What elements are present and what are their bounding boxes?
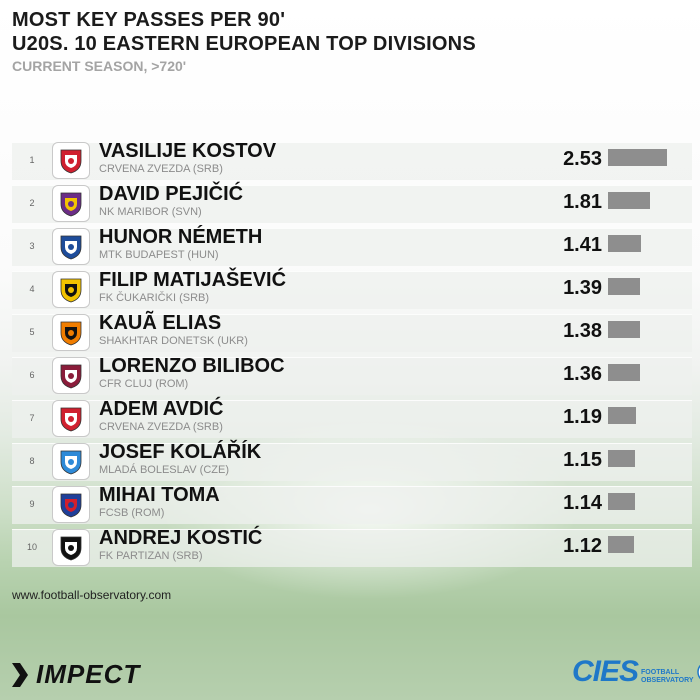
table-row: 1 VASILIJE KOSTOV CRVENA ZVEZDA (SRB) 2.53 — [12, 139, 692, 182]
rank-number: 2 — [29, 198, 35, 208]
data-label: 2.53 — [563, 148, 602, 170]
data-label: 1.15 — [563, 449, 602, 471]
club-name: MTK BUDAPEST (HUN) — [99, 249, 219, 261]
data-label: 1.41 — [563, 234, 602, 256]
table-row: 9 MIHAI TOMA FCSB (ROM) 1.14 — [12, 483, 692, 526]
club-name: MLADÁ BOLESLAV (CZE) — [99, 464, 229, 476]
rank-number: 6 — [29, 370, 35, 380]
rank-number: 8 — [29, 456, 35, 466]
cies-sub-line-2: OBSERVATORY — [641, 677, 694, 684]
row-background — [12, 443, 692, 481]
data-label: 1.36 — [563, 363, 602, 385]
chart-title-line-1: MOST KEY PASSES PER 90' — [12, 9, 286, 31]
bar — [608, 278, 640, 295]
club-name: FK PARTIZAN (SRB) — [99, 550, 203, 562]
bar — [608, 536, 634, 553]
data-label: 1.14 — [563, 492, 602, 514]
table-row: 4 FILIP MATIJAŠEVIĆ FK ČUKARIČKI (SRB) 1.39 — [12, 268, 692, 311]
ranking-table: 1 VASILIJE KOSTOV CRVENA ZVEZDA (SRB) 2.53 2… — [12, 139, 692, 569]
row-background — [12, 314, 692, 352]
impect-wordmark: IMPECT — [36, 659, 141, 689]
club-name: CRVENA ZVEZDA (SRB) — [99, 163, 223, 175]
bar — [608, 450, 635, 467]
row-background — [12, 529, 692, 567]
rank-number: 3 — [29, 241, 35, 251]
bar — [608, 149, 667, 166]
player-name: DAVID PEJIČIĆ — [99, 183, 244, 205]
data-label: 1.12 — [563, 535, 602, 557]
table-row: 2 DAVID PEJIČIĆ NK MARIBOR (SVN) 1.81 — [12, 182, 692, 225]
data-label: 1.81 — [563, 191, 602, 213]
soccer-ball-icon — [696, 664, 700, 680]
club-name: CRVENA ZVEZDA (SRB) — [99, 421, 223, 433]
partizan-crest-icon — [52, 529, 90, 566]
table-row: 10 ANDREJ KOSTIĆ FK PARTIZAN (SRB) 1.12 — [12, 526, 692, 569]
player-name: KAUÃ ELIAS — [99, 312, 222, 334]
club-name: CFR CLUJ (ROM) — [99, 378, 189, 390]
crvena-zvezda-crest-icon — [52, 142, 90, 179]
club-name: NK MARIBOR (SVN) — [99, 206, 202, 218]
club-name: SHAKHTAR DONETSK (UKR) — [99, 335, 248, 347]
cies-wordmark: CIES — [572, 655, 639, 688]
impect-mark-icon — [12, 662, 28, 687]
cukaricki-crest-icon — [52, 271, 90, 308]
bar — [608, 192, 650, 209]
player-name: ADEM AVDIĆ — [99, 398, 224, 420]
row-background — [12, 271, 692, 309]
row-background — [12, 142, 692, 180]
rank-number: 10 — [26, 542, 37, 552]
rank-number: 9 — [29, 499, 35, 509]
cies-logo: CIES FOOTBALL OBSERVATORY — [572, 655, 700, 689]
bar — [608, 364, 640, 381]
row-background — [12, 486, 692, 524]
player-name: HUNOR NÉMETH — [99, 226, 263, 248]
bar — [608, 493, 635, 510]
bar — [608, 321, 640, 338]
player-name: JOSEF KOLÁŘÍK — [99, 441, 262, 463]
impect-logo: IMPECT — [10, 659, 140, 690]
bar — [608, 235, 641, 252]
table-row: 7 ADEM AVDIĆ CRVENA ZVEZDA (SRB) 1.19 — [12, 397, 692, 440]
cies-subtext: FOOTBALL OBSERVATORY — [641, 669, 694, 685]
club-name: FCSB (ROM) — [99, 507, 165, 519]
fcsb-crest-icon — [52, 486, 90, 523]
crvena-zvezda-crest-icon — [52, 400, 90, 437]
table-row: 6 LORENZO BILIBOC CFR CLUJ (ROM) 1.36 — [12, 354, 692, 397]
row-background — [12, 400, 692, 438]
website-url[interactable]: www.football-observatory.com — [12, 588, 172, 602]
mlada-boleslav-crest-icon — [52, 443, 90, 480]
rank-number: 4 — [29, 284, 35, 294]
data-label: 1.39 — [563, 277, 602, 299]
bar — [608, 407, 636, 424]
club-name: FK ČUKARIČKI (SRB) — [99, 292, 210, 304]
rank-number: 1 — [29, 155, 35, 165]
cies-sub-line-1: FOOTBALL — [641, 669, 680, 676]
chart-header: MOST KEY PASSES PER 90' U20S. 10 EASTERN… — [12, 8, 476, 75]
rank-number: 5 — [29, 327, 35, 337]
row-background — [12, 357, 692, 395]
maribor-crest-icon — [52, 185, 90, 222]
data-label: 1.38 — [563, 320, 602, 342]
player-name: FILIP MATIJAŠEVIĆ — [99, 269, 287, 291]
player-name: VASILIJE KOSTOV — [99, 140, 277, 162]
data-label: 1.19 — [563, 406, 602, 428]
mtk-crest-icon — [52, 228, 90, 265]
player-name: MIHAI TOMA — [99, 484, 220, 506]
row-background — [12, 185, 692, 223]
shakhtar-crest-icon — [52, 314, 90, 351]
table-row: 3 HUNOR NÉMETH MTK BUDAPEST (HUN) 1.41 — [12, 225, 692, 268]
table-row: 8 JOSEF KOLÁŘÍK MLADÁ BOLESLAV (CZE) 1.15 — [12, 440, 692, 483]
player-name: ANDREJ KOSTIĆ — [99, 527, 263, 549]
row-background — [12, 228, 692, 266]
chart-title-line-2: U20S. 10 EASTERN EUROPEAN TOP DIVISIONS — [12, 33, 476, 55]
rank-number: 7 — [29, 413, 35, 423]
cfr-cluj-crest-icon — [52, 357, 90, 394]
footer: IMPECT CIES FOOTBALL OBSERVATORY — [0, 655, 700, 700]
chart-subtitle: CURRENT SEASON, >720' — [12, 58, 187, 74]
table-row: 5 KAUÃ ELIAS SHAKHTAR DONETSK (UKR) 1.38 — [12, 311, 692, 354]
player-name: LORENZO BILIBOC — [99, 355, 285, 377]
